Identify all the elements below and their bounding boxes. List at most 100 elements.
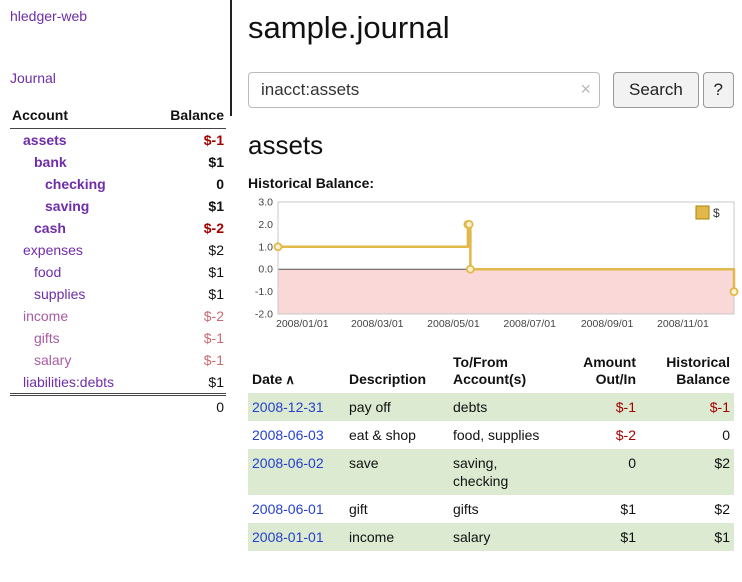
register-date-link[interactable]: 2008-06-03: [252, 427, 324, 443]
register-date-link[interactable]: 2008-01-01: [252, 529, 324, 545]
register-balance: $2: [714, 501, 730, 517]
account-link[interactable]: salary: [34, 352, 72, 368]
x-tick-label: 2008/01/01: [276, 318, 329, 330]
account-row: assets $-1: [10, 129, 226, 152]
account-link[interactable]: saving: [45, 198, 90, 214]
account-link[interactable]: checking: [45, 176, 106, 192]
register-amount: $-2: [615, 427, 636, 443]
col-header-date[interactable]: Date ∧: [248, 351, 345, 393]
account-link[interactable]: income: [23, 308, 69, 324]
register-date-link[interactable]: 2008-06-02: [252, 455, 324, 471]
main-panel: sample.journal × Search ? assets Histori…: [232, 0, 742, 582]
accounts-body: assets $-1 bank $1 checking 0 saving $1 cash $-2 e…: [10, 129, 226, 395]
account-link[interactable]: supplies: [34, 286, 86, 302]
search-input[interactable]: [248, 72, 600, 108]
data-point-marker: [464, 219, 474, 229]
register-date-cell: 2008-06-02: [248, 449, 345, 495]
account-row: liabilities:debts $1: [10, 371, 226, 395]
account-row: salary $-1: [10, 349, 226, 371]
register-date-link[interactable]: 2008-06-01: [252, 501, 324, 517]
accounts-total-value: 0: [149, 393, 226, 418]
accounts-total-spacer: [10, 393, 150, 418]
col-header-balance: Historical Balance: [666, 354, 730, 387]
account-link[interactable]: expenses: [23, 242, 83, 258]
account-link[interactable]: bank: [34, 154, 67, 170]
search-bar: × Search ?: [248, 72, 734, 108]
col-header-accounts: To/From Account(s): [453, 354, 527, 387]
help-button[interactable]: ?: [702, 72, 734, 108]
accounts-table: Account Balance assets $-1 bank $1 checking 0…: [10, 104, 226, 418]
accounts-col-balance: Balance: [149, 104, 226, 129]
account-link[interactable]: food: [34, 264, 62, 280]
register-balance: 0: [722, 427, 730, 443]
clear-search-icon[interactable]: ×: [580, 79, 591, 99]
legend-label: $: [713, 206, 720, 220]
legend-swatch-icon: [695, 205, 710, 220]
register-balance: $-1: [640, 393, 734, 421]
y-tick-label: -1.0: [255, 286, 273, 298]
account-link[interactable]: gifts: [34, 330, 60, 346]
register-date-link[interactable]: 2008-12-31: [252, 399, 324, 415]
app-title-link[interactable]: hledger-web: [10, 8, 88, 24]
account-row: cash $-2: [10, 217, 226, 239]
account-row: checking 0: [10, 173, 226, 195]
account-heading: assets: [248, 130, 324, 160]
register-amount: $1: [555, 523, 640, 551]
accounts-col-account: Account: [10, 104, 150, 129]
account-balance: $-1: [203, 352, 224, 368]
account-balance: $-2: [203, 220, 224, 236]
register-accounts: debts: [449, 393, 555, 421]
register-description: save: [345, 449, 449, 495]
account-link[interactable]: cash: [34, 220, 66, 236]
x-tick-label: 2008/09/01: [581, 318, 634, 330]
account-link[interactable]: liabilities:debts: [23, 374, 115, 390]
account-row: supplies $1: [10, 283, 226, 305]
y-tick-label: 0.0: [258, 264, 273, 276]
account-balance: $-1: [203, 132, 224, 148]
account-balance: $1: [208, 154, 224, 170]
account-row: expenses $2: [10, 239, 226, 261]
register-description: income: [345, 523, 449, 551]
x-tick-label: 2008/07/01: [503, 318, 556, 330]
register-date-cell: 2008-01-01: [248, 523, 345, 551]
panel-divider: [230, 0, 232, 116]
search-box: ×: [248, 72, 600, 108]
register-table: Date ∧ Description To/From Account(s) Amo…: [248, 351, 734, 551]
data-point-marker: [273, 242, 283, 252]
sort-asc-icon: ∧: [285, 372, 295, 387]
register-description: gift: [349, 501, 368, 517]
sidebar: hledger-web Journal Account Balance asse…: [0, 0, 232, 582]
col-header-amount: Amount Out/In: [583, 354, 636, 387]
col-header-date-label: Date: [252, 371, 283, 387]
account-balance: $-2: [203, 308, 224, 324]
account-balance: $-1: [203, 330, 224, 346]
y-tick-label: -2.0: [255, 309, 273, 321]
register-row: 2008-06-02 save saving, checking 0 $2: [248, 449, 734, 495]
account-row: saving $1: [10, 195, 226, 217]
register-accounts: saving, checking: [449, 449, 555, 495]
accounts-header-row: Account Balance: [10, 104, 226, 129]
register-accounts: food, supplies: [453, 427, 540, 443]
register-description: eat & shop: [349, 427, 416, 443]
register-description: pay off: [345, 393, 449, 421]
register-accounts: salary: [449, 523, 555, 551]
account-row: food $1: [10, 261, 226, 283]
plot-border: [277, 201, 735, 315]
register-date-cell: 2008-06-01: [248, 495, 345, 523]
register-amount: 0: [555, 449, 640, 495]
data-point-marker: [465, 264, 475, 274]
register-body: 2008-12-31 pay off debts $-1 $-1 2008-06-03 ea…: [248, 393, 734, 551]
account-balance: $1: [208, 286, 224, 302]
account-link[interactable]: assets: [23, 132, 67, 148]
search-button[interactable]: Search: [613, 72, 699, 108]
data-point-marker: [729, 287, 739, 296]
register-row: 2008-06-03 eat & shop food, supplies $-2 0: [248, 421, 734, 449]
register-accounts: gifts: [453, 501, 479, 517]
y-tick-label: 2.0: [258, 219, 273, 231]
register-date-cell: 2008-06-03: [248, 421, 345, 449]
register-header-row: Date ∧ Description To/From Account(s) Amo…: [248, 351, 734, 393]
sidebar-item-journal[interactable]: Journal: [10, 70, 56, 86]
register-date-cell: 2008-12-31: [248, 393, 345, 421]
account-balance: 0: [216, 176, 224, 192]
negative-region: [278, 269, 734, 314]
